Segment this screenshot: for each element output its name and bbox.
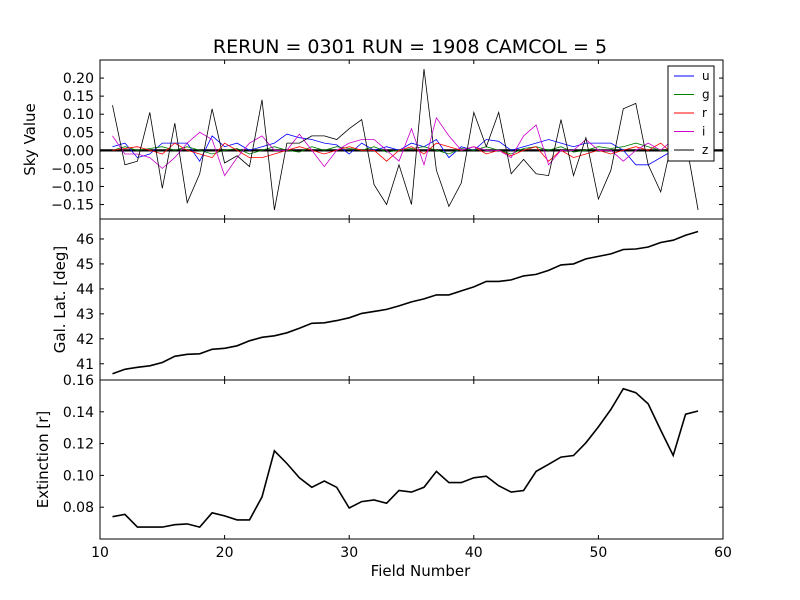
panel-1: 0.20 0.15 0.10 0.05 0.00 −0.05 −0.10 −0.15 Sky V…	[21, 59, 724, 220]
axes-frame	[99, 379, 724, 540]
series-line-r	[112, 142, 699, 162]
legend-label-i: i	[702, 125, 705, 139]
legend-label-r: r	[702, 106, 707, 120]
y-tick-label: 45	[76, 257, 94, 273]
y-tick-label: 0.05	[63, 125, 94, 141]
y-tick-label: 0.08	[63, 500, 94, 516]
series-line-z	[112, 68, 699, 211]
series-line-gal-lat-	[112, 230, 699, 375]
chart-root: 0.20 0.15 0.10 0.05 0.00 −0.05 −0.10 −0.15 Sky V…	[21, 59, 732, 580]
y-tick-label: 44	[76, 282, 94, 298]
series-line-extinction	[112, 387, 699, 528]
legend-label-u: u	[702, 69, 710, 83]
series-line-i	[112, 116, 699, 177]
y-tick-label: 0.10	[63, 107, 94, 123]
legend-label-z: z	[702, 143, 708, 157]
y-tick-label: 0.00	[63, 143, 94, 159]
y-axis-label: Sky Value	[21, 103, 39, 176]
panel-2: 46 45 44 43 42 41 Gal. Lat. [deg]	[51, 218, 724, 381]
x-tick-label: 10	[91, 545, 109, 561]
x-tick-label: 20	[216, 545, 234, 561]
legend-label-g: g	[702, 88, 710, 102]
y-tick-label: 42	[76, 332, 94, 348]
y-tick-label: 43	[76, 307, 94, 323]
y-tick-label: 0.20	[63, 71, 94, 87]
y-tick-label: 0.10	[63, 468, 94, 484]
x-axis-label: Field Number	[371, 562, 471, 580]
chart-title: RERUN = 0301 RUN = 1908 CAMCOL = 5	[213, 36, 607, 58]
y-tick-label: 0.15	[63, 89, 94, 105]
panel-3: 0.16 0.14 0.12 0.10 0.08 10 20 30 40 50 60 Extincti…	[34, 373, 732, 580]
x-tick-label: 30	[340, 545, 358, 561]
x-tick-label: 50	[589, 545, 607, 561]
x-tick-label: 40	[465, 545, 483, 561]
y-tick-label: 0.12	[63, 437, 94, 453]
y-tick-label: 0.14	[63, 405, 94, 421]
y-tick-label: 41	[76, 357, 94, 373]
y-axis-label: Gal. Lat. [deg]	[51, 246, 69, 353]
y-tick-label: −0.15	[51, 198, 94, 214]
y-tick-label: −0.10	[51, 179, 94, 195]
y-tick-label: −0.05	[51, 161, 94, 177]
x-tick-label: 60	[714, 545, 732, 561]
series-line-u	[112, 133, 699, 166]
y-tick-label: 46	[76, 232, 94, 248]
y-tick-label: 0.16	[63, 373, 94, 389]
y-axis-label: Extinction [r]	[34, 411, 52, 509]
series-line-g	[112, 142, 699, 155]
